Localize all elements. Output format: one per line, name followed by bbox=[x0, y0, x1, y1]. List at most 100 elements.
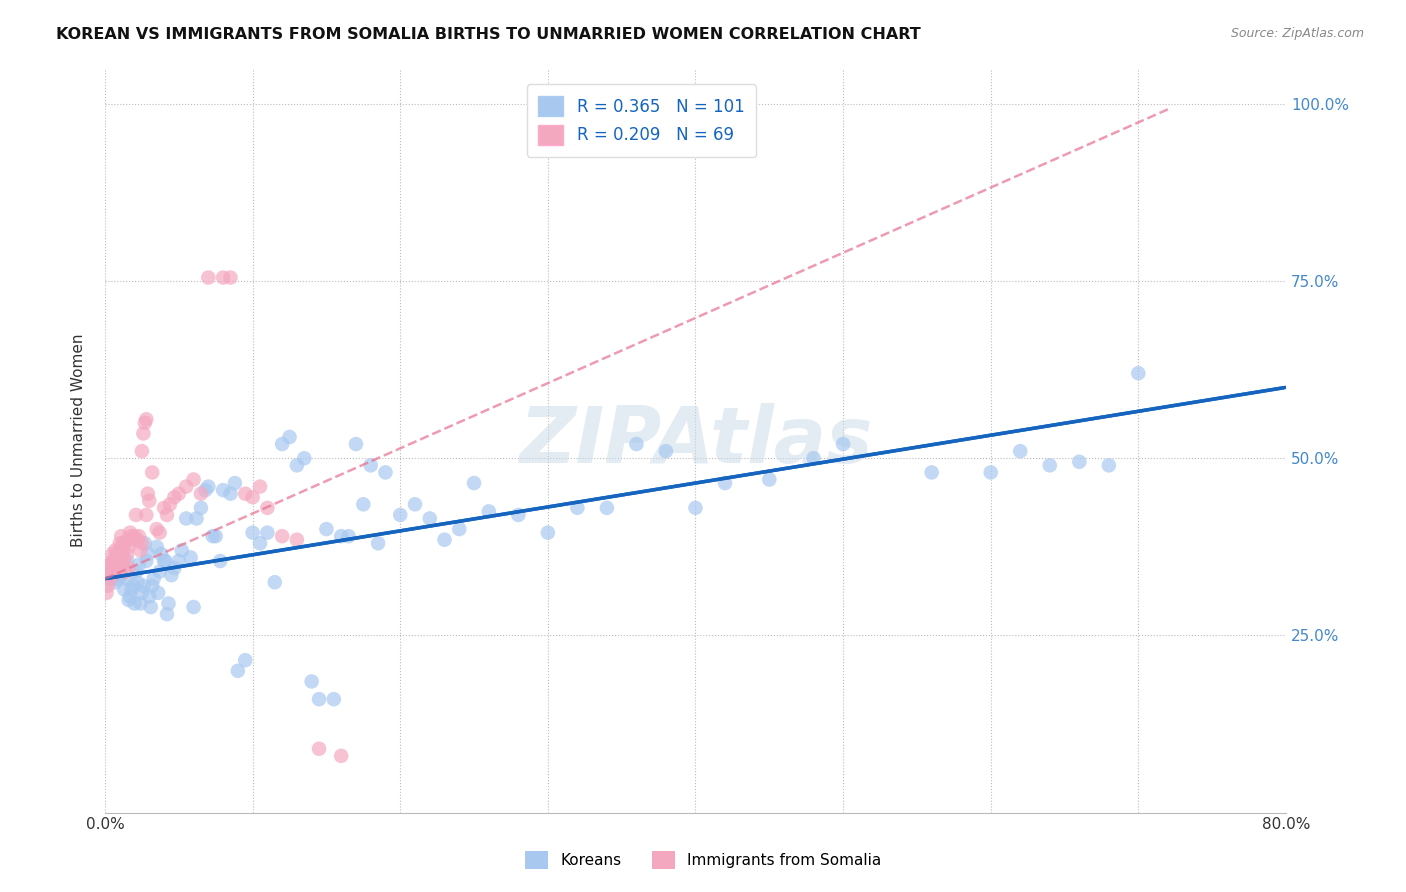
Point bbox=[463, 476, 485, 491]
Point bbox=[98, 558, 121, 572]
Point bbox=[115, 547, 138, 561]
Point bbox=[233, 653, 256, 667]
Point bbox=[115, 554, 138, 568]
Point bbox=[337, 529, 360, 543]
Point bbox=[100, 558, 122, 572]
Point bbox=[360, 458, 382, 473]
Point bbox=[103, 565, 125, 579]
Point bbox=[1128, 366, 1150, 380]
Point bbox=[194, 483, 217, 497]
Point bbox=[242, 525, 264, 540]
Point bbox=[145, 540, 167, 554]
Point bbox=[114, 565, 136, 579]
Point bbox=[249, 536, 271, 550]
Point bbox=[136, 486, 159, 500]
Text: Source: ZipAtlas.com: Source: ZipAtlas.com bbox=[1230, 27, 1364, 40]
Point bbox=[110, 540, 132, 554]
Point bbox=[167, 554, 190, 568]
Point bbox=[183, 600, 205, 615]
Point bbox=[107, 565, 129, 579]
Point bbox=[104, 543, 127, 558]
Point bbox=[149, 525, 172, 540]
Point bbox=[1098, 458, 1121, 473]
Point bbox=[170, 543, 193, 558]
Point bbox=[159, 497, 181, 511]
Point bbox=[537, 525, 560, 540]
Point bbox=[115, 533, 138, 547]
Point bbox=[278, 430, 301, 444]
Point bbox=[108, 558, 131, 572]
Point bbox=[301, 674, 323, 689]
Legend: Koreans, Immigrants from Somalia: Koreans, Immigrants from Somalia bbox=[519, 845, 887, 875]
Point bbox=[655, 444, 678, 458]
Point bbox=[101, 568, 124, 582]
Point bbox=[190, 500, 212, 515]
Point bbox=[131, 536, 153, 550]
Point bbox=[128, 558, 150, 572]
Legend: R = 0.365   N = 101, R = 0.209   N = 69: R = 0.365 N = 101, R = 0.209 N = 69 bbox=[527, 84, 756, 157]
Point bbox=[112, 554, 135, 568]
Point bbox=[508, 508, 530, 522]
Point bbox=[142, 572, 165, 586]
Point bbox=[478, 504, 501, 518]
Point bbox=[308, 692, 330, 706]
Point bbox=[101, 554, 124, 568]
Point bbox=[204, 529, 226, 543]
Point bbox=[1010, 444, 1032, 458]
Point bbox=[1069, 455, 1091, 469]
Point bbox=[112, 582, 135, 597]
Point bbox=[224, 476, 246, 491]
Point bbox=[120, 525, 142, 540]
Point bbox=[832, 437, 855, 451]
Point bbox=[163, 490, 186, 504]
Point bbox=[114, 572, 136, 586]
Point bbox=[122, 579, 145, 593]
Point bbox=[155, 554, 177, 568]
Point bbox=[226, 664, 249, 678]
Point bbox=[980, 466, 1002, 480]
Point bbox=[685, 500, 707, 515]
Point bbox=[201, 529, 224, 543]
Point bbox=[107, 572, 129, 586]
Text: KOREAN VS IMMIGRANTS FROM SOMALIA BIRTHS TO UNMARRIED WOMEN CORRELATION CHART: KOREAN VS IMMIGRANTS FROM SOMALIA BIRTHS… bbox=[56, 27, 921, 42]
Point bbox=[233, 486, 256, 500]
Point bbox=[121, 582, 143, 597]
Point bbox=[219, 486, 242, 500]
Point bbox=[344, 437, 367, 451]
Point bbox=[111, 543, 134, 558]
Point bbox=[96, 586, 118, 600]
Point bbox=[921, 466, 943, 480]
Point bbox=[103, 554, 125, 568]
Point bbox=[156, 508, 179, 522]
Point bbox=[108, 536, 131, 550]
Point bbox=[104, 575, 127, 590]
Point bbox=[97, 565, 120, 579]
Point bbox=[596, 500, 619, 515]
Point bbox=[105, 561, 128, 575]
Point bbox=[803, 451, 825, 466]
Point bbox=[124, 529, 146, 543]
Point bbox=[308, 741, 330, 756]
Point bbox=[626, 437, 648, 451]
Point bbox=[271, 437, 294, 451]
Point bbox=[180, 550, 202, 565]
Point bbox=[132, 579, 155, 593]
Point bbox=[139, 600, 162, 615]
Point bbox=[449, 522, 471, 536]
Text: ZIPAtlas: ZIPAtlas bbox=[519, 402, 872, 478]
Point bbox=[129, 597, 152, 611]
Point bbox=[714, 476, 737, 491]
Point bbox=[197, 480, 219, 494]
Point bbox=[285, 533, 308, 547]
Point bbox=[404, 497, 426, 511]
Point bbox=[125, 565, 148, 579]
Point bbox=[249, 480, 271, 494]
Point bbox=[105, 565, 128, 579]
Point bbox=[149, 565, 172, 579]
Point bbox=[134, 416, 156, 430]
Point bbox=[153, 500, 176, 515]
Point bbox=[156, 607, 179, 621]
Point bbox=[135, 508, 157, 522]
Point bbox=[174, 480, 197, 494]
Point bbox=[163, 561, 186, 575]
